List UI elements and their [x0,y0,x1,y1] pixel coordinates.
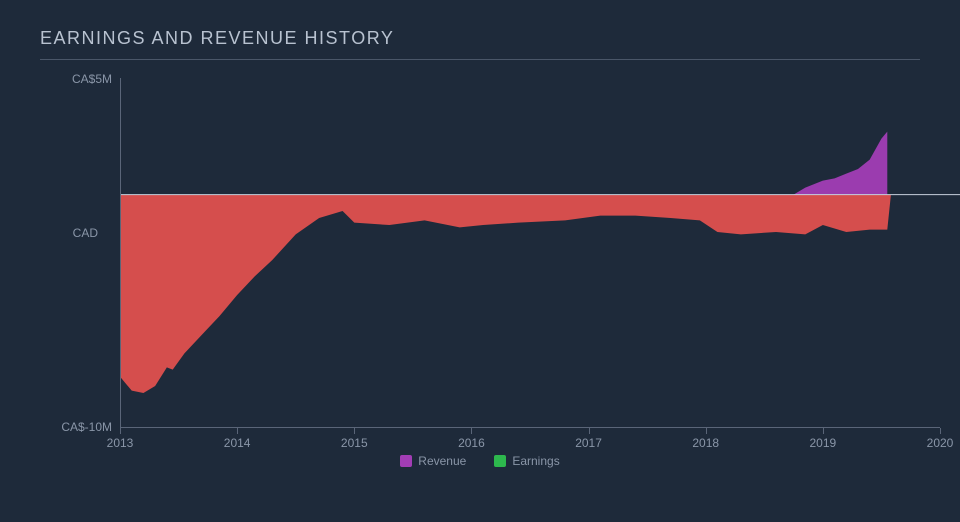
x-tick-mark [471,428,472,434]
legend-label-revenue: Revenue [418,454,466,468]
y-tick-bottom: CA$-10M [40,420,112,434]
chart-title: EARNINGS AND REVENUE HISTORY [40,28,920,60]
chart-container: EARNINGS AND REVENUE HISTORY CA$5M CAD C… [0,0,960,522]
x-tick-mark [237,428,238,434]
x-tick-mark [940,428,941,434]
x-tick-mark [706,428,707,434]
x-tick-label: 2014 [224,436,251,450]
plot-svg [120,78,960,428]
series-loss [120,195,891,393]
x-tick-mark [823,428,824,434]
legend: Revenue Earnings [40,454,920,468]
legend-item-earnings: Earnings [494,454,559,468]
y-tick-top: CA$5M [40,72,112,86]
x-tick-mark [354,428,355,434]
legend-label-earnings: Earnings [512,454,559,468]
x-tick-label: 2019 [809,436,836,450]
legend-swatch-revenue [400,455,412,467]
x-tick-label: 2013 [107,436,134,450]
x-tick-mark [589,428,590,434]
plot-area [120,78,940,428]
x-tick-label: 2016 [458,436,485,450]
series-revenue [794,132,888,195]
legend-item-revenue: Revenue [400,454,466,468]
y-axis-line [120,78,121,428]
x-tick-label: 2020 [927,436,954,450]
legend-swatch-earnings [494,455,506,467]
x-tick-label: 2018 [692,436,719,450]
y-tick-mid: CAD [40,226,98,240]
x-tick-label: 2017 [575,436,602,450]
x-tick-mark [120,428,121,434]
chart-area: CA$5M CAD CA$-10M 2013 2014 2015 2016 2017 20… [40,68,920,468]
x-tick-label: 2015 [341,436,368,450]
x-axis-line [120,427,940,428]
